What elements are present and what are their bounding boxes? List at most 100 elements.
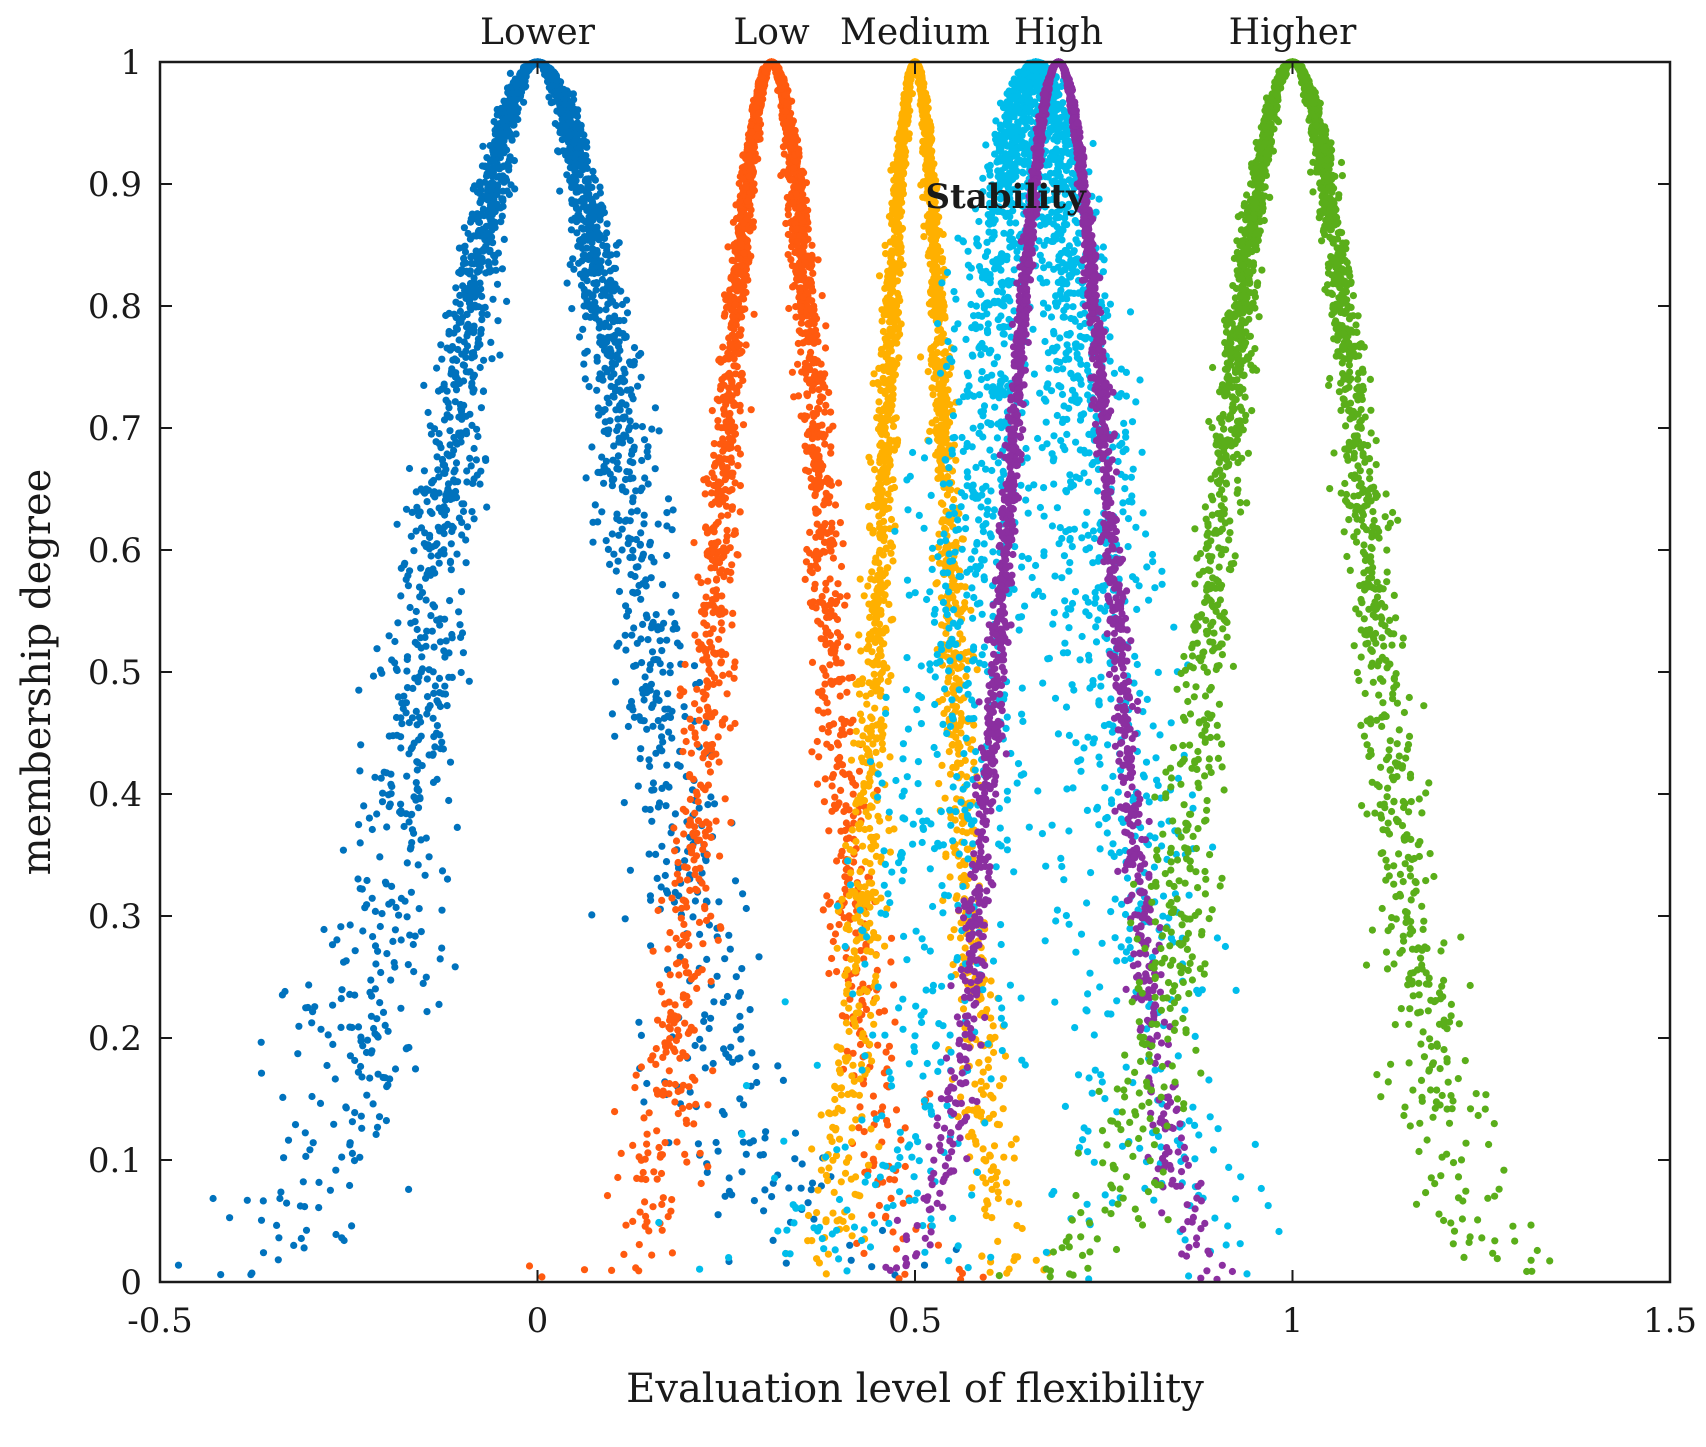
data-point bbox=[626, 866, 635, 874]
data-point bbox=[521, 68, 529, 76]
data-point bbox=[718, 718, 726, 726]
data-point bbox=[467, 218, 475, 226]
data-point bbox=[668, 894, 676, 902]
data-point bbox=[498, 265, 506, 273]
data-point bbox=[596, 306, 604, 314]
data-point bbox=[826, 898, 834, 906]
data-point bbox=[739, 1138, 748, 1146]
data-point bbox=[462, 559, 470, 567]
data-point bbox=[494, 126, 502, 134]
data-point bbox=[406, 845, 414, 853]
data-point bbox=[706, 768, 715, 776]
data-point bbox=[701, 490, 709, 498]
data-point bbox=[654, 803, 663, 811]
data-point bbox=[849, 790, 857, 798]
data-point bbox=[460, 224, 468, 232]
data-point bbox=[479, 245, 487, 253]
data-point bbox=[735, 350, 743, 358]
data-point bbox=[405, 1185, 413, 1193]
data-point bbox=[664, 1213, 672, 1221]
data-point bbox=[642, 611, 651, 619]
data-point bbox=[612, 678, 620, 686]
data-point bbox=[645, 850, 653, 858]
data-point bbox=[554, 147, 562, 155]
data-point bbox=[392, 903, 400, 912]
data-point bbox=[660, 619, 668, 627]
data-point bbox=[590, 213, 598, 221]
data-point bbox=[474, 335, 482, 343]
data-point bbox=[601, 406, 609, 414]
data-point bbox=[730, 674, 738, 682]
data-point bbox=[645, 1109, 653, 1117]
data-point bbox=[606, 298, 614, 306]
data-point bbox=[698, 820, 706, 828]
data-point bbox=[579, 225, 588, 233]
data-point bbox=[781, 125, 790, 133]
data-point bbox=[630, 344, 639, 352]
data-point bbox=[626, 436, 634, 445]
data-point bbox=[683, 1158, 691, 1166]
data-point bbox=[402, 810, 410, 818]
data-point bbox=[705, 479, 713, 488]
data-point bbox=[797, 348, 805, 356]
data-point bbox=[637, 349, 645, 358]
data-point bbox=[498, 212, 506, 220]
data-point bbox=[359, 927, 367, 935]
data-point bbox=[643, 448, 651, 456]
data-point bbox=[404, 961, 412, 969]
data-point bbox=[782, 107, 790, 115]
data-point bbox=[384, 1081, 392, 1089]
data-point bbox=[433, 364, 441, 372]
data-point bbox=[828, 536, 836, 544]
data-point bbox=[782, 219, 790, 228]
data-point bbox=[750, 1197, 759, 1205]
data-point bbox=[703, 549, 711, 557]
data-point bbox=[398, 720, 406, 728]
data-point bbox=[783, 99, 791, 107]
data-point bbox=[731, 430, 740, 438]
data-point bbox=[375, 1113, 384, 1121]
data-point bbox=[807, 305, 815, 314]
data-point bbox=[596, 339, 604, 347]
data-point bbox=[761, 1186, 769, 1194]
data-point bbox=[792, 313, 800, 321]
data-point bbox=[681, 958, 689, 966]
data-point bbox=[715, 898, 723, 906]
data-point bbox=[407, 888, 415, 896]
data-point bbox=[426, 702, 434, 710]
data-point bbox=[685, 998, 693, 1007]
data-point bbox=[699, 846, 707, 854]
data-point bbox=[799, 190, 807, 199]
data-point bbox=[658, 581, 667, 589]
data-point bbox=[820, 666, 828, 675]
data-point bbox=[397, 592, 405, 600]
data-point bbox=[487, 338, 495, 346]
data-point bbox=[683, 876, 692, 884]
data-point bbox=[538, 1273, 546, 1281]
data-point bbox=[667, 608, 675, 616]
data-point bbox=[590, 269, 598, 278]
data-point bbox=[681, 660, 689, 669]
data-point bbox=[782, 1259, 790, 1267]
data-point bbox=[309, 1008, 317, 1016]
data-point bbox=[781, 91, 789, 99]
data-point bbox=[682, 934, 690, 942]
data-point bbox=[608, 333, 617, 341]
data-point bbox=[637, 373, 645, 381]
data-point bbox=[273, 1221, 281, 1229]
data-point bbox=[790, 164, 798, 172]
data-point bbox=[833, 615, 842, 624]
data-point bbox=[413, 766, 421, 774]
data-point bbox=[565, 113, 574, 121]
data-point bbox=[257, 1216, 266, 1224]
data-point bbox=[739, 421, 748, 429]
data-point bbox=[412, 607, 420, 616]
data-point bbox=[383, 950, 391, 958]
data-point bbox=[829, 422, 837, 430]
data-point bbox=[734, 462, 742, 470]
data-point bbox=[681, 1019, 689, 1027]
data-point bbox=[329, 1001, 337, 1009]
data-point bbox=[351, 1056, 359, 1065]
data-point bbox=[435, 504, 443, 512]
data-point bbox=[578, 155, 586, 163]
